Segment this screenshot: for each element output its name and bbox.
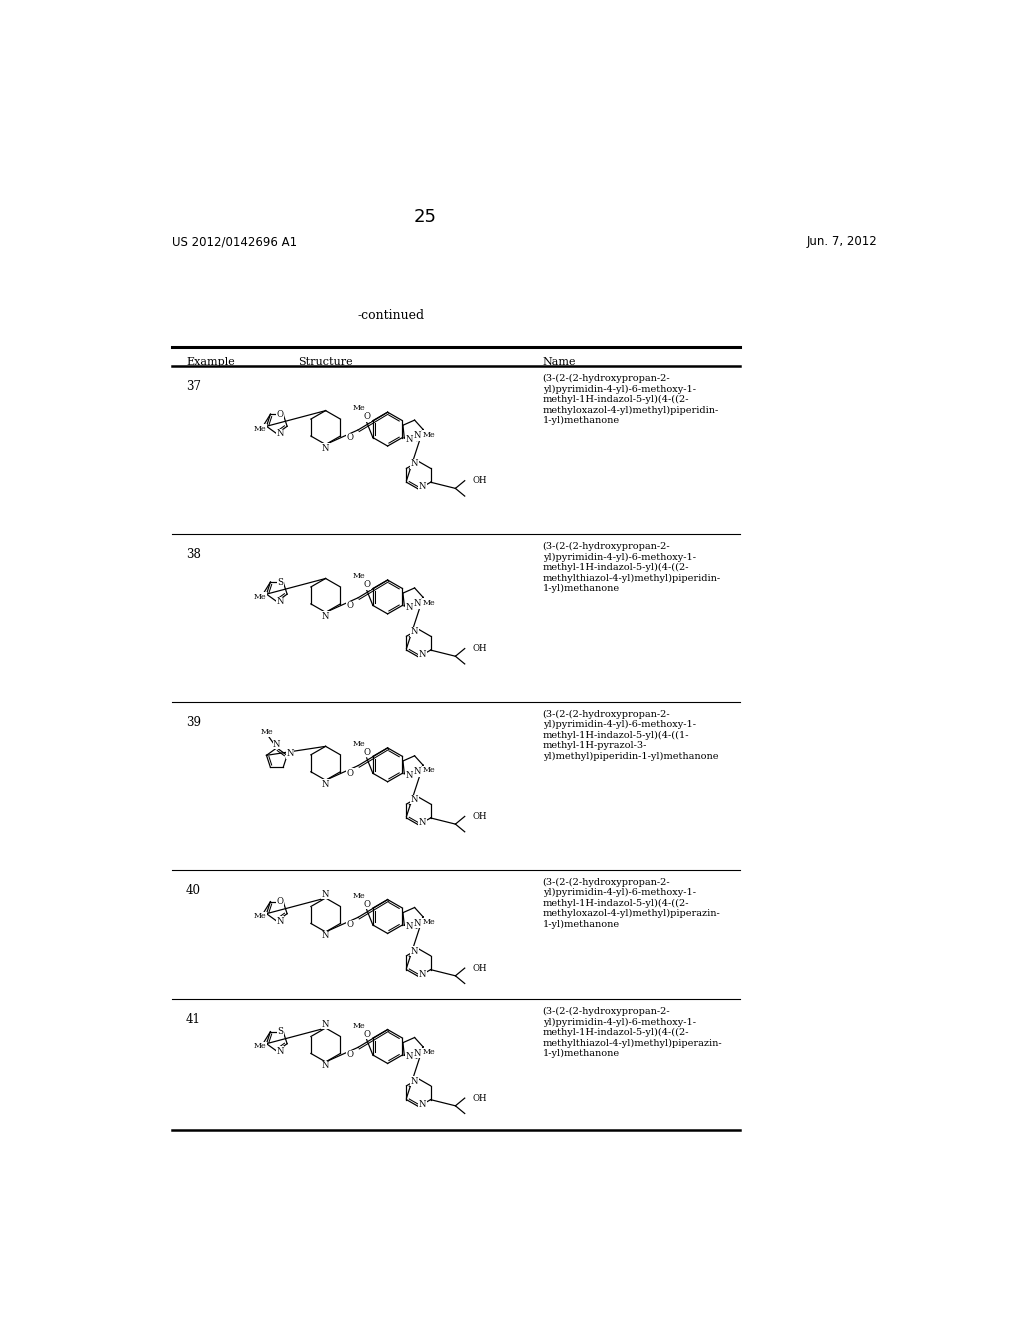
Text: O: O (364, 581, 370, 589)
Text: S: S (278, 578, 283, 586)
Text: N: N (419, 970, 426, 978)
Text: Structure: Structure (299, 358, 353, 367)
Text: OH: OH (472, 477, 487, 486)
Text: N: N (276, 1047, 284, 1056)
Text: N: N (322, 611, 330, 620)
Text: N: N (322, 1061, 330, 1071)
Text: Me: Me (254, 425, 266, 433)
Text: 39: 39 (186, 715, 201, 729)
Text: N: N (406, 771, 413, 780)
Text: N: N (406, 1052, 413, 1061)
Text: Me: Me (254, 1043, 266, 1051)
Text: OH: OH (472, 1093, 487, 1102)
Text: Me: Me (423, 430, 435, 438)
Text: Me: Me (352, 741, 366, 748)
Text: N: N (276, 597, 284, 606)
Text: OH: OH (472, 644, 487, 653)
Text: Me: Me (352, 1022, 366, 1030)
Text: N: N (406, 923, 413, 932)
Text: (3-(2-(2-hydroxypropan-2-
yl)pyrimidin-4-yl)-6-methoxy-1-
methyl-1H-indazol-5-yl: (3-(2-(2-hydroxypropan-2- yl)pyrimidin-4… (543, 1007, 722, 1059)
Text: N: N (414, 1049, 421, 1057)
Text: O: O (347, 920, 354, 929)
Text: N: N (322, 890, 330, 899)
Text: O: O (347, 768, 354, 777)
Text: N: N (411, 1077, 419, 1085)
Text: N: N (411, 459, 419, 469)
Text: Jun. 7, 2012: Jun. 7, 2012 (807, 235, 878, 248)
Text: Name: Name (543, 358, 577, 367)
Text: Me: Me (254, 912, 266, 920)
Text: O: O (276, 409, 284, 418)
Text: (3-(2-(2-hydroxypropan-2-
yl)pyrimidin-4-yl)-6-methoxy-1-
methyl-1H-indazol-5-yl: (3-(2-(2-hydroxypropan-2- yl)pyrimidin-4… (543, 710, 718, 760)
Text: Me: Me (423, 767, 435, 775)
Text: OH: OH (472, 812, 487, 821)
Text: O: O (347, 433, 354, 442)
Text: O: O (364, 412, 370, 421)
Text: N: N (411, 946, 419, 956)
Text: O: O (276, 898, 284, 906)
Text: 37: 37 (186, 380, 201, 393)
Text: OH: OH (472, 964, 487, 973)
Text: O: O (364, 900, 370, 908)
Text: N: N (411, 795, 419, 804)
Text: Example: Example (186, 358, 234, 367)
Text: N: N (287, 750, 294, 758)
Text: (3-(2-(2-hydroxypropan-2-
yl)pyrimidin-4-yl)-6-methoxy-1-
methyl-1H-indazol-5-yl: (3-(2-(2-hydroxypropan-2- yl)pyrimidin-4… (543, 374, 719, 425)
Text: N: N (419, 482, 426, 491)
Text: N: N (276, 916, 284, 925)
Text: N: N (414, 919, 421, 928)
Text: Me: Me (352, 404, 366, 412)
Text: N: N (273, 739, 281, 748)
Text: Me: Me (352, 892, 366, 900)
Text: N: N (276, 429, 284, 438)
Text: N: N (322, 444, 330, 453)
Text: Me: Me (254, 593, 266, 601)
Text: Me: Me (423, 599, 435, 607)
Text: -continued: -continued (358, 309, 425, 322)
Text: 25: 25 (414, 209, 437, 227)
Text: N: N (419, 651, 426, 659)
Text: N: N (411, 627, 419, 636)
Text: O: O (347, 1051, 354, 1060)
Text: Me: Me (423, 1048, 435, 1056)
Text: N: N (406, 603, 413, 611)
Text: N: N (419, 818, 426, 828)
Text: O: O (364, 748, 370, 756)
Text: 41: 41 (186, 1014, 201, 1026)
Text: Me: Me (260, 729, 273, 737)
Text: Me: Me (423, 919, 435, 927)
Text: N: N (406, 434, 413, 444)
Text: N: N (414, 599, 421, 609)
Text: N: N (322, 1019, 330, 1028)
Text: Me: Me (352, 572, 366, 581)
Text: (3-(2-(2-hydroxypropan-2-
yl)pyrimidin-4-yl)-6-methoxy-1-
methyl-1H-indazol-5-yl: (3-(2-(2-hydroxypropan-2- yl)pyrimidin-4… (543, 878, 720, 929)
Text: O: O (364, 1030, 370, 1039)
Text: 38: 38 (186, 548, 201, 561)
Text: N: N (322, 932, 330, 940)
Text: N: N (414, 767, 421, 776)
Text: N: N (419, 1100, 426, 1109)
Text: US 2012/0142696 A1: US 2012/0142696 A1 (172, 235, 297, 248)
Text: N: N (322, 780, 330, 788)
Text: 40: 40 (186, 884, 201, 896)
Text: N: N (414, 432, 421, 441)
Text: (3-(2-(2-hydroxypropan-2-
yl)pyrimidin-4-yl)-6-methoxy-1-
methyl-1H-indazol-5-yl: (3-(2-(2-hydroxypropan-2- yl)pyrimidin-4… (543, 543, 721, 593)
Text: S: S (278, 1027, 283, 1036)
Text: O: O (347, 601, 354, 610)
